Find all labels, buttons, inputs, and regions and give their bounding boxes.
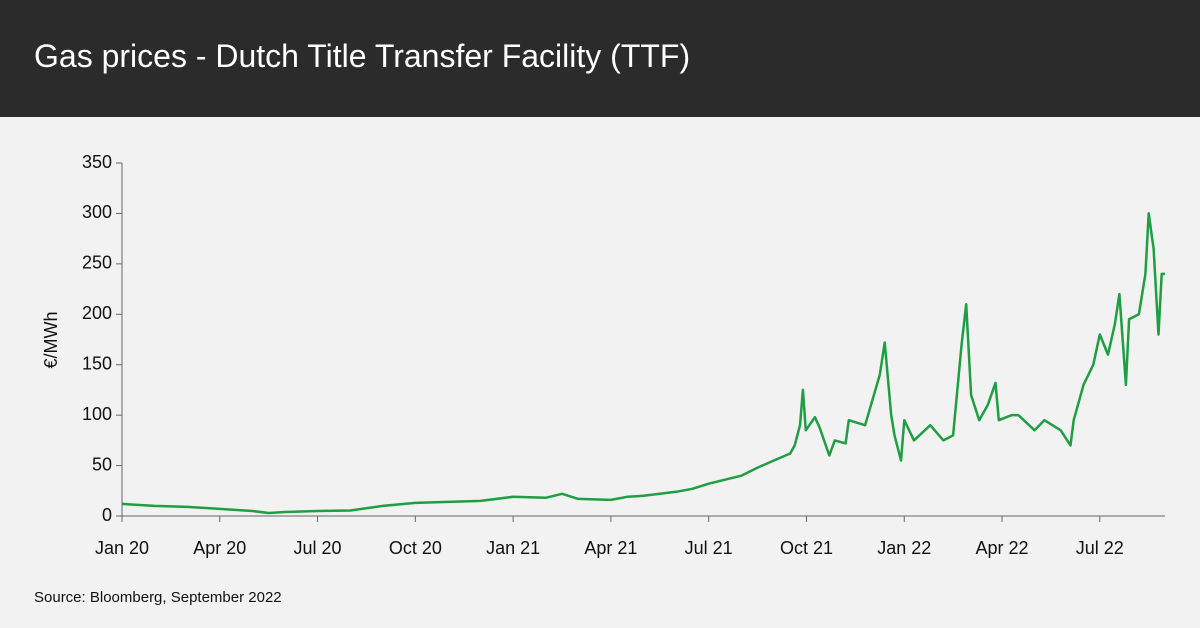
line [121,212,1165,515]
source: Source: Bloomberg, September 2022 [34,589,282,606]
y-tick-label: 300 [82,202,112,222]
y-tick-label: 0 [102,505,112,525]
x-tick-label: Jan 21 [486,538,540,558]
y-tick-label: 200 [82,303,112,323]
y-tick-label: 350 [82,152,112,172]
x-tick-label: Jul 22 [1076,538,1124,558]
y-axis-label: €/MWh [41,311,61,368]
y-tick-label: 250 [82,253,112,273]
x-tick-label: Oct 20 [389,538,442,558]
y-tick-label: 100 [82,404,112,424]
x-tick-label: Oct 21 [780,538,833,558]
x-tick-label: Jan 20 [95,538,149,558]
title: Gas prices - Dutch Title Transfer Facili… [34,38,691,74]
x-tick-label: Apr 22 [976,538,1029,558]
x-tick-label: Apr 21 [584,538,637,558]
y-tick-label: 50 [92,454,112,474]
x-tick-label: Jan 22 [877,538,931,558]
x-tick-label: Apr 20 [193,538,246,558]
x-tick-label: Jul 20 [294,538,342,558]
y-tick-label: 150 [82,353,112,373]
x-tick-label: Jul 21 [685,538,733,558]
header: Gas prices - Dutch Title Transfer Facili… [0,0,1200,117]
